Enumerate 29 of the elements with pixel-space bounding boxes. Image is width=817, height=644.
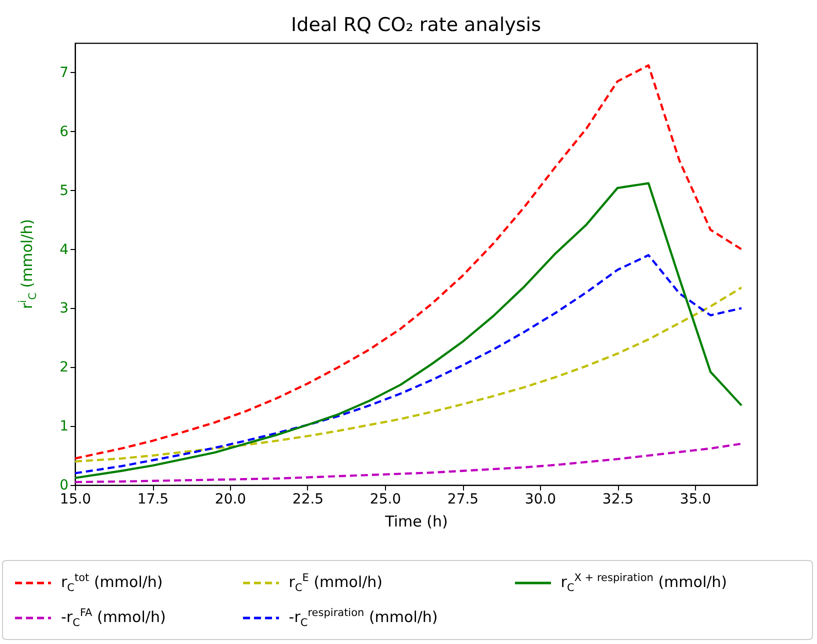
x-tick-label: 20.0: [214, 492, 246, 508]
line-series: [75, 286, 743, 463]
x-tick-label: 35.0: [680, 492, 712, 508]
line-series: [75, 442, 743, 484]
x-tick-label: 30.0: [524, 492, 556, 508]
legend-label: -r$_{C}$$^{FA}$ (mmol/h): [61, 606, 166, 628]
x-tick-label: 32.5: [602, 492, 634, 508]
chart-title: Ideal RQ CO₂ rate analysis: [291, 14, 541, 36]
y-tick-label: 6: [60, 124, 69, 140]
legend-label: -r$_{C}$$^{respiration}$ (mmol/h): [288, 606, 438, 628]
line-series: [75, 254, 743, 474]
line-series: [75, 64, 743, 460]
x-tick-label: 17.5: [137, 492, 169, 508]
x-tick-label: 15.0: [60, 492, 92, 508]
legend-label: r$_{C}$$^{X + respiration}$ (mmol/h): [560, 572, 728, 594]
y-tick-label: 3: [60, 300, 68, 317]
y-tick-label: 1: [60, 418, 68, 435]
x-tick-label: 25.0: [370, 492, 402, 508]
x-tick-label: 27.5: [447, 492, 479, 508]
y-tick-label: 2: [60, 360, 68, 376]
y-tick-label: 4: [60, 242, 69, 258]
legend-label: r$_{C}$$^{E}$ (mmol/h): [288, 572, 383, 594]
y-tick-label: 7: [60, 64, 68, 81]
x-tick-label: 22.5: [292, 492, 324, 508]
y-tick-label: 0: [60, 478, 68, 494]
line-series: [75, 182, 743, 480]
y-tick-label: 5: [60, 182, 68, 199]
legend-label: r$_{C}$$^{tot}$ (mmol/h): [61, 572, 163, 594]
x-axis-title: Time (h): [384, 512, 448, 530]
